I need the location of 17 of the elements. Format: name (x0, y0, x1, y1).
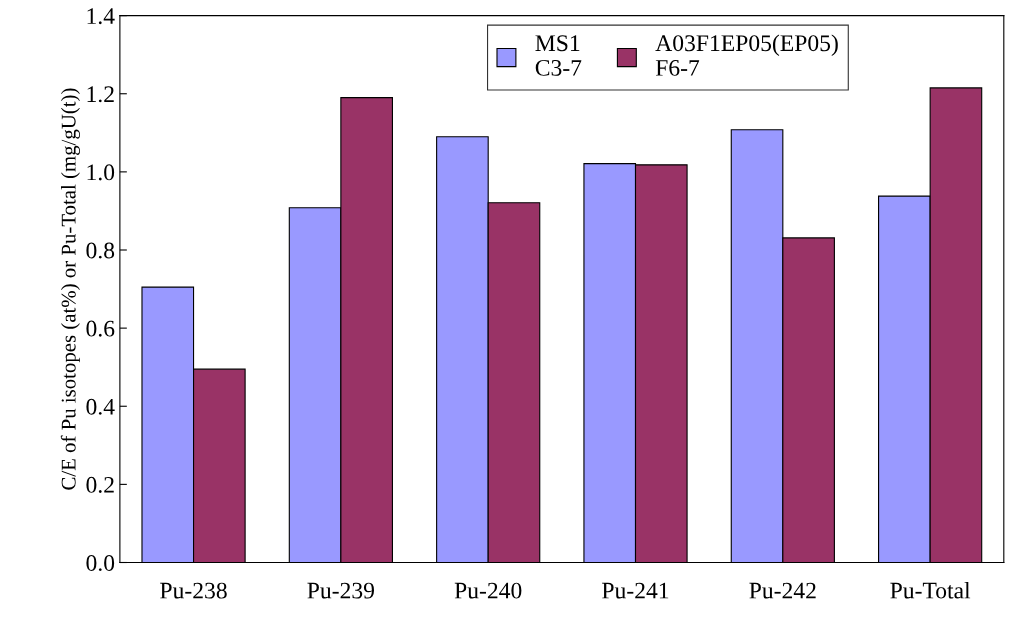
y-tick-label: 0.0 (86, 554, 115, 572)
x-tick-label: Pu-Total (890, 581, 971, 599)
y-tick-label: 0.4 (86, 398, 115, 415)
y-tick-label: 0.6 (86, 320, 115, 337)
y-tick-label: 0.2 (86, 476, 114, 493)
y-tick-label: 1.2 (87, 86, 114, 103)
legend-label: MS1 C3-7 (535, 35, 582, 76)
y-axis-title: C/E of Pu isotopes (at%) or Pu-Total (mg/gU(t)) (60, 88, 80, 490)
legend-label: A03F1EP05(EP05) F6-7 (655, 34, 838, 76)
x-tick-label: Pu-238 (160, 582, 227, 599)
x-tick-label: Pu-241 (602, 582, 669, 599)
x-tick-label: Pu-242 (749, 582, 816, 599)
x-tick-label: Pu-239 (307, 582, 375, 599)
y-tick-label: 1.4 (87, 8, 115, 25)
y-tick-label: 0.8 (86, 242, 115, 259)
y-tick-label: 1.0 (87, 164, 115, 181)
x-tick-label: Pu-240 (454, 582, 522, 599)
